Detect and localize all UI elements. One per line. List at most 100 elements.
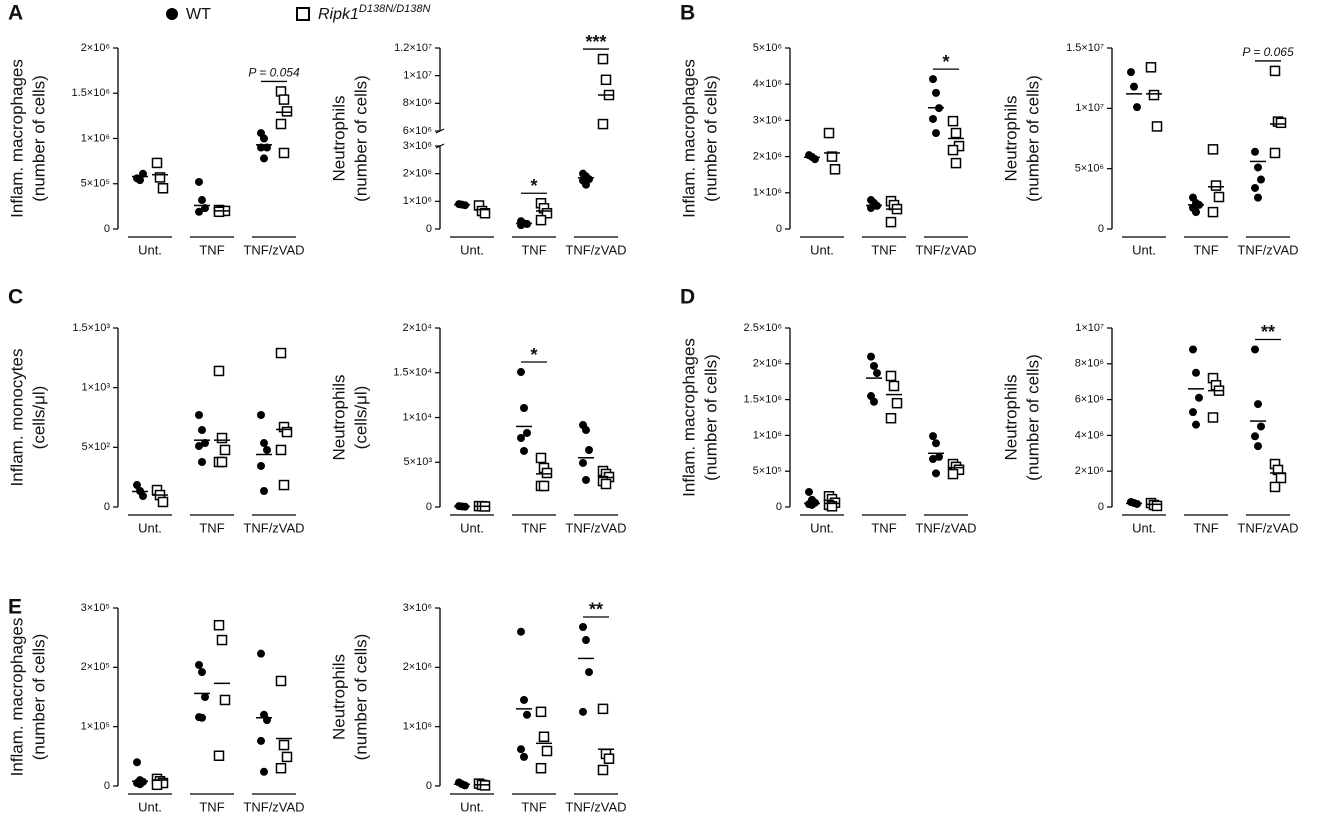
data-point-mutant	[600, 478, 612, 490]
data-point-mutant	[826, 151, 838, 162]
data-point-wt	[136, 780, 144, 789]
x-tick-label: TNF/zVAD	[243, 242, 304, 257]
x-tick-label: TNF/zVAD	[565, 520, 626, 535]
data-point-mutant	[1151, 121, 1163, 132]
data-point-wt	[932, 439, 940, 448]
data-point-wt	[263, 445, 271, 454]
data-point-mutant	[213, 365, 225, 377]
y-tick-label: 4×10⁶	[1075, 429, 1104, 441]
significance-label: *	[530, 345, 537, 365]
data-point-mutant	[950, 157, 962, 169]
data-point-wt	[517, 221, 525, 230]
data-point-wt	[1192, 208, 1200, 217]
data-point-wt	[1130, 82, 1138, 91]
y-tick-label: 4×10⁶	[753, 78, 782, 90]
significance-label: *	[530, 176, 537, 196]
significance-label: **	[589, 600, 603, 620]
data-point-wt	[585, 668, 593, 677]
data-point-wt	[517, 745, 525, 754]
data-point-mutant	[603, 753, 615, 764]
data-point-mutant	[151, 157, 163, 169]
data-point-wt	[870, 397, 878, 406]
x-tick-label: TNF	[521, 799, 546, 814]
data-point-wt	[260, 487, 268, 496]
data-point-mutant	[278, 479, 290, 491]
data-point-wt	[935, 452, 943, 461]
data-point-wt	[867, 352, 875, 361]
y-tick-label: 0	[426, 501, 432, 513]
data-point-wt	[582, 426, 590, 435]
y-tick-label: 0	[104, 223, 110, 235]
x-tick-label: TNF/zVAD	[243, 520, 304, 535]
data-point-mutant	[1210, 180, 1222, 191]
data-point-mutant	[947, 144, 959, 156]
y-tick-label: 2×10⁶	[81, 42, 110, 54]
data-point-wt	[808, 500, 816, 509]
data-point-mutant	[597, 764, 609, 776]
data-point-wt	[932, 88, 940, 97]
data-point-mutant	[535, 214, 547, 226]
y-tick-label: 3×10⁶	[403, 140, 432, 152]
y-axis-label: Neutrophils	[1001, 96, 1020, 182]
data-point-mutant	[154, 172, 166, 183]
data-point-mutant	[216, 456, 228, 468]
data-point-wt	[139, 492, 147, 501]
data-point-wt	[195, 410, 203, 419]
y-tick-label: 1×10⁵	[81, 721, 110, 733]
y-axis-label: (number of cells)	[1023, 354, 1042, 481]
data-point-wt	[929, 455, 937, 464]
data-point-mutant	[885, 370, 897, 382]
data-point-wt	[198, 426, 206, 435]
y-axis-label: Neutrophils	[329, 654, 348, 740]
data-point-wt	[1192, 368, 1200, 377]
x-tick-label: Unt.	[460, 799, 484, 814]
y-tick-label: 1×10⁷	[1075, 322, 1104, 334]
data-point-wt	[260, 134, 268, 143]
data-point-wt	[198, 668, 206, 677]
data-point-wt	[133, 481, 141, 490]
data-point-wt	[520, 446, 528, 455]
data-point-mutant	[541, 745, 553, 757]
y-tick-label: 5×10⁵	[81, 178, 110, 190]
data-point-wt	[1257, 175, 1265, 184]
data-point-wt	[1251, 432, 1259, 441]
y-tick-label: 2×10⁶	[403, 661, 432, 673]
y-tick-label: 2×10⁶	[1075, 465, 1104, 477]
y-tick-label: 3×10⁵	[81, 602, 110, 614]
data-point-mutant	[157, 183, 169, 194]
data-point-wt	[195, 442, 203, 451]
data-point-wt	[1133, 103, 1141, 112]
data-point-mutant	[1213, 191, 1225, 203]
data-point-mutant	[1275, 472, 1287, 484]
y-tick-label: 5×10³	[404, 456, 433, 468]
x-tick-label: Unt.	[460, 242, 484, 257]
y-tick-label: 2×10⁶	[753, 151, 782, 163]
data-point-wt	[461, 781, 469, 790]
y-axis-label: (number of cells)	[1023, 75, 1042, 202]
y-tick-label: 2×10⁴	[402, 322, 432, 334]
data-point-mutant	[1269, 65, 1281, 77]
y-axis-label: (number of cells)	[29, 634, 48, 761]
y-tick-label: 3×10⁶	[753, 114, 782, 126]
x-tick-label: TNF	[199, 242, 224, 257]
y-tick-label: 1×10⁴	[402, 411, 432, 423]
significance-label: *	[942, 52, 949, 72]
data-point-wt	[523, 428, 531, 437]
y-tick-label: 8×10⁶	[403, 97, 432, 109]
data-point-wt	[582, 180, 590, 189]
data-point-mutant	[1207, 206, 1219, 218]
data-point-mutant	[213, 619, 225, 631]
data-point-mutant	[947, 115, 959, 127]
x-tick-label: TNF	[199, 799, 224, 814]
y-axis-label: Neutrophils	[329, 96, 348, 182]
data-point-wt	[260, 154, 268, 163]
data-point-wt	[811, 155, 819, 164]
x-tick-label: Unt.	[138, 242, 162, 257]
data-point-wt	[805, 487, 813, 496]
data-point-mutant	[278, 147, 290, 159]
panel-letter: B	[680, 2, 695, 25]
data-point-mutant	[597, 703, 609, 715]
x-tick-label: TNF/zVAD	[915, 242, 976, 257]
data-point-wt	[257, 649, 265, 658]
significance-label: P = 0.054	[248, 66, 300, 80]
